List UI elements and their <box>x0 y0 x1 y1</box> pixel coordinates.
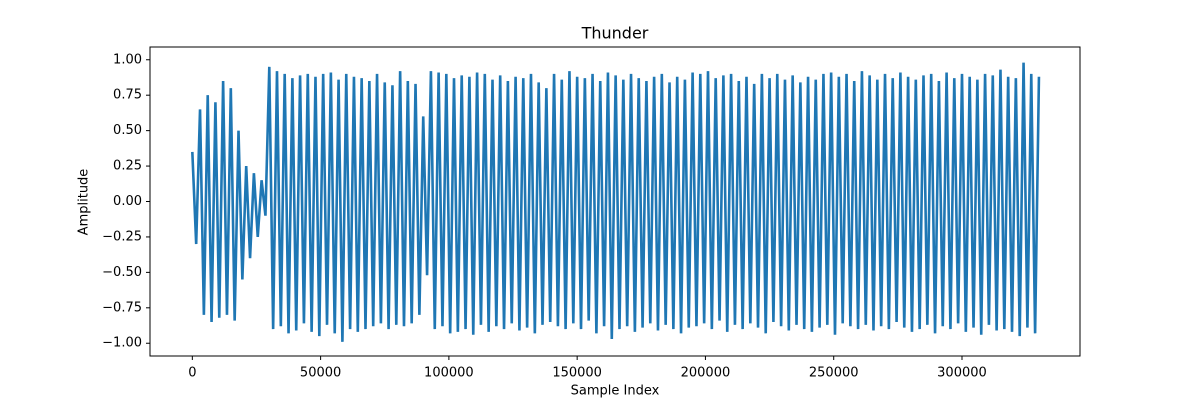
chart-title: Thunder <box>581 24 649 43</box>
y-tick-label: −0.25 <box>102 229 142 244</box>
x-tick-label: 250000 <box>809 366 859 381</box>
y-tick-label: −0.75 <box>102 300 142 315</box>
y-tick-label: 0.75 <box>113 88 142 103</box>
x-axis-label: Sample Index <box>571 384 660 399</box>
x-tick-label: 300000 <box>937 366 987 381</box>
x-tick-label: 150000 <box>552 366 602 381</box>
y-tick-label: −0.50 <box>102 265 142 280</box>
x-tick-label: 50000 <box>300 366 341 381</box>
x-tick-label: 200000 <box>681 366 731 381</box>
y-axis-label: Amplitude <box>77 169 92 236</box>
waveform-line <box>191 62 1041 342</box>
y-tick-label: 0.25 <box>113 159 142 174</box>
x-tick-label: 0 <box>188 366 196 381</box>
y-tick-label: 0.50 <box>113 123 142 138</box>
y-tick-label: 1.00 <box>113 52 142 67</box>
y-tick-label: 0.00 <box>113 194 142 209</box>
y-tick-label: −1.00 <box>102 336 142 351</box>
x-tick-label: 100000 <box>424 366 474 381</box>
